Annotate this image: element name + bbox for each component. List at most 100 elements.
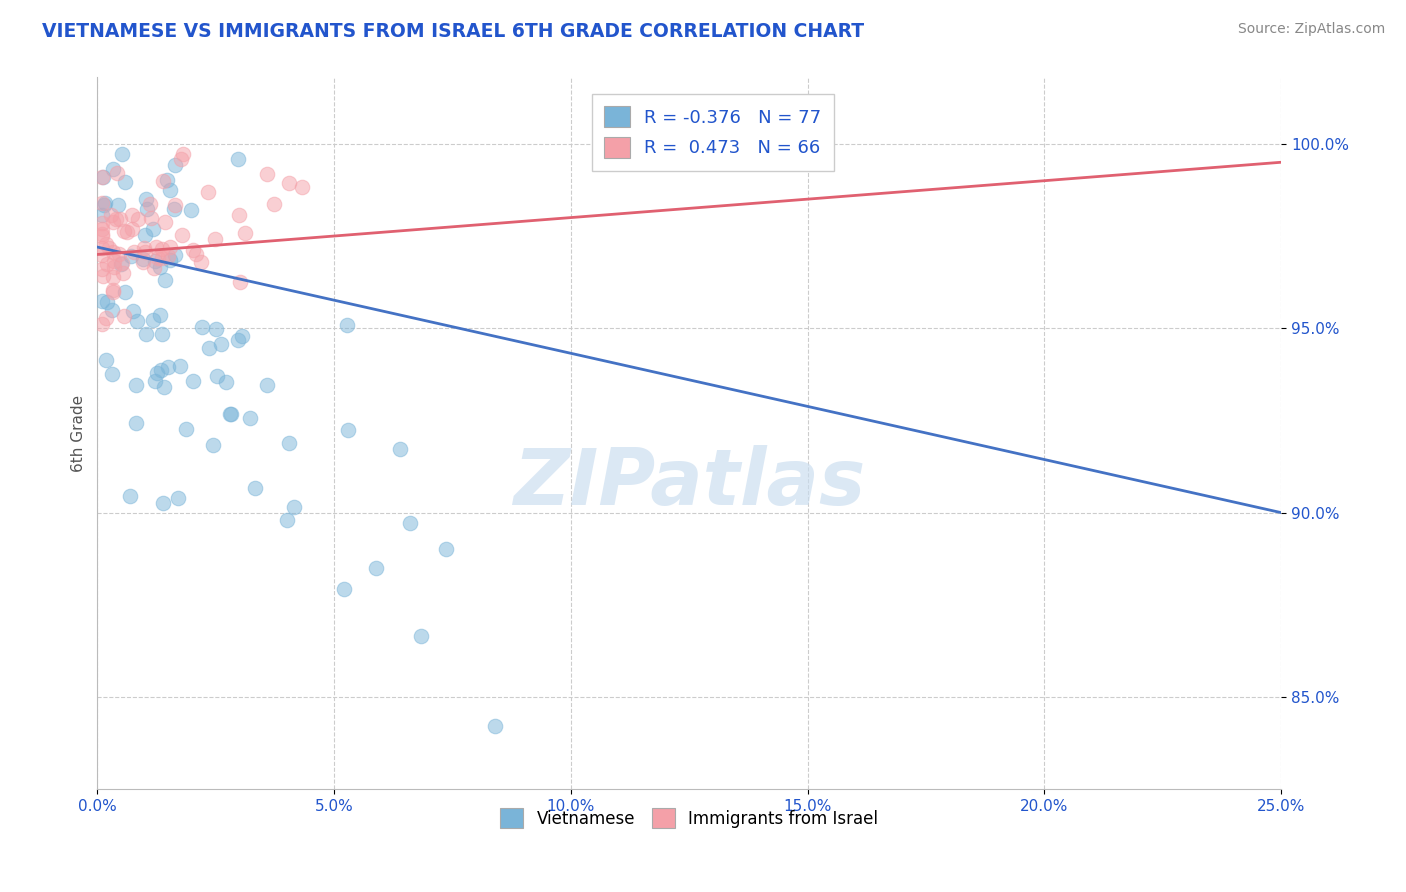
Point (228, 152, 250, 166)
Point (153, 272, 176, 286)
Point (149, 260, 172, 274)
Point (165, 198, 187, 212)
Point (121, 221, 143, 235)
Point (98, 241, 121, 255)
Text: Source: ZipAtlas.com: Source: ZipAtlas.com (1237, 22, 1385, 37)
Point (209, 336, 232, 351)
Point (91, 222, 114, 236)
Point (226, 333, 249, 347)
Point (243, 481, 266, 495)
Point (228, 208, 250, 222)
Point (291, 179, 314, 194)
Point (159, 240, 181, 254)
Point (152, 496, 174, 510)
Point (150, 242, 173, 256)
Point (152, 174, 174, 188)
Point (103, 260, 125, 275)
Y-axis label: 6th Grade: 6th Grade (72, 395, 86, 472)
Point (283, 500, 305, 514)
Point (256, 168, 278, 182)
Point (142, 313, 165, 327)
Point (167, 491, 190, 506)
Point (256, 378, 278, 392)
Point (156, 360, 179, 375)
Point (218, 407, 240, 421)
Point (333, 582, 356, 596)
Point (143, 254, 166, 268)
Point (149, 308, 172, 322)
Legend: Vietnamese, Immigrants from Israel: Vietnamese, Immigrants from Israel (494, 802, 886, 834)
Point (120, 249, 142, 263)
Point (91, 216, 114, 230)
Point (125, 416, 148, 430)
Point (276, 513, 298, 527)
Point (114, 175, 136, 189)
Point (101, 244, 124, 259)
Point (145, 240, 167, 254)
Point (204, 232, 226, 246)
Point (134, 227, 156, 242)
Point (107, 166, 129, 180)
Point (110, 256, 132, 270)
Text: ZIPatlas: ZIPatlas (513, 445, 865, 521)
Point (159, 252, 181, 267)
Point (91, 317, 114, 331)
Point (94, 353, 117, 368)
Point (366, 560, 388, 574)
Point (91, 195, 114, 210)
Point (198, 342, 221, 356)
Point (484, 719, 506, 733)
Point (93, 197, 115, 211)
Point (163, 158, 186, 172)
Point (135, 192, 157, 206)
Point (150, 251, 173, 265)
Point (96, 257, 118, 271)
Point (94, 237, 117, 252)
Point (205, 369, 228, 384)
Point (181, 374, 204, 388)
Point (91, 261, 114, 276)
Point (278, 435, 301, 450)
Point (163, 202, 186, 216)
Point (100, 208, 122, 222)
Point (103, 253, 125, 268)
Point (146, 366, 169, 380)
Point (91, 294, 114, 309)
Point (153, 214, 176, 228)
Point (115, 225, 138, 239)
Point (101, 303, 124, 318)
Point (201, 437, 224, 451)
Point (233, 226, 256, 240)
Point (180, 203, 202, 218)
Point (157, 249, 180, 263)
Point (112, 224, 135, 238)
Text: VIETNAMESE VS IMMIGRANTS FROM ISRAEL 6TH GRADE CORRELATION CHART: VIETNAMESE VS IMMIGRANTS FROM ISRAEL 6TH… (42, 22, 865, 41)
Point (91, 169, 114, 184)
Point (91, 269, 114, 284)
Point (142, 260, 165, 275)
Point (229, 275, 252, 289)
Point (142, 222, 165, 236)
Point (101, 270, 124, 285)
Point (263, 197, 285, 211)
Point (108, 212, 131, 227)
Point (101, 367, 124, 381)
Point (111, 266, 134, 280)
Point (388, 442, 411, 456)
Point (336, 318, 359, 332)
Point (215, 375, 238, 389)
Point (125, 314, 148, 328)
Point (181, 244, 204, 258)
Point (436, 542, 458, 557)
Point (174, 421, 197, 435)
Point (124, 245, 146, 260)
Point (131, 252, 153, 266)
Point (134, 244, 156, 259)
Point (172, 147, 194, 161)
Point (219, 407, 242, 421)
Point (118, 489, 141, 503)
Point (121, 303, 143, 318)
Point (278, 176, 301, 190)
Point (190, 254, 212, 268)
Point (91, 228, 114, 243)
